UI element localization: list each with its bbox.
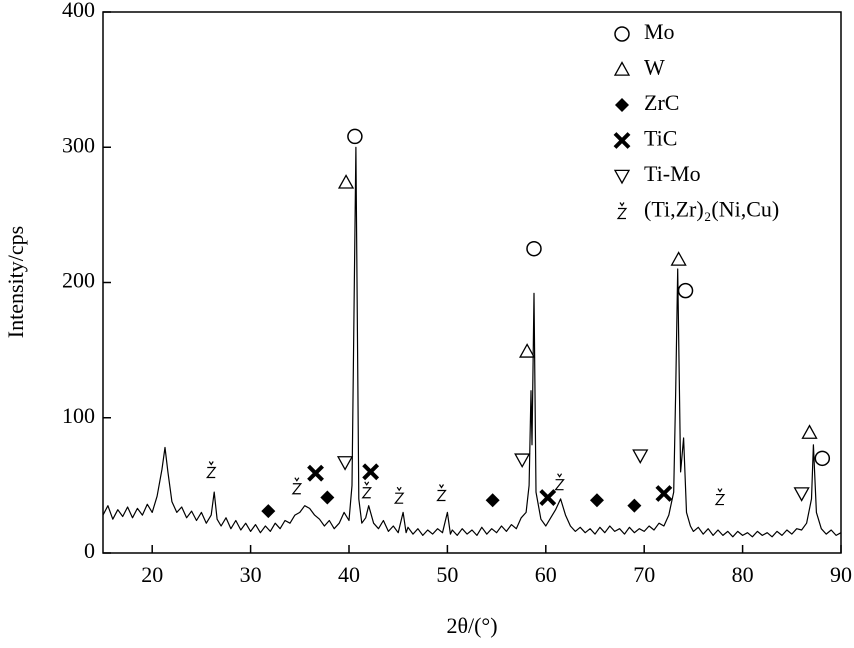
legend-label: TiC (644, 126, 677, 151)
phase-marker (362, 463, 380, 481)
phase-marker (677, 282, 694, 299)
phase-marker (320, 490, 335, 505)
legend-label: Ti-Mo (644, 161, 701, 186)
y-axis-label: Intensity/cps (3, 226, 28, 338)
y-tick-label: 400 (62, 0, 95, 22)
phase-marker (393, 486, 405, 504)
phase-marker (261, 504, 276, 519)
phase-marker (291, 477, 303, 495)
phase-marker (627, 498, 642, 513)
legend-symbol (613, 132, 631, 149)
phase-marker (801, 424, 818, 439)
legend-symbol (613, 61, 631, 76)
legend-symbol (615, 98, 629, 112)
diffraction-line (102, 146, 842, 538)
phase-marker (632, 449, 649, 464)
phase-marker (485, 493, 500, 508)
phase-marker (436, 484, 447, 502)
phase-marker (307, 464, 324, 482)
phase-marker (714, 488, 726, 506)
phase-marker (361, 481, 372, 499)
legend-label: Mo (644, 19, 675, 44)
phase-marker (589, 493, 604, 508)
y-tick-label: 0 (84, 538, 95, 563)
x-tick-label: 60 (535, 562, 557, 587)
x-axis-label: 2θ/(°) (446, 613, 497, 638)
x-tick-label: 90 (830, 562, 852, 587)
plot-frame (102, 11, 842, 554)
legend-symbol (616, 202, 628, 220)
phase-marker (205, 461, 217, 479)
phase-marker (526, 240, 542, 257)
legend-symbol (614, 26, 630, 42)
x-tick-label: 30 (240, 562, 262, 587)
y-tick-label: 100 (62, 403, 95, 428)
phase-marker (518, 343, 536, 358)
phase-marker (539, 489, 557, 506)
x-tick-label: 40 (338, 562, 360, 587)
phase-marker (336, 456, 354, 471)
phase-marker (670, 251, 687, 266)
y-tick-label: 300 (62, 132, 95, 157)
phase-marker (793, 487, 810, 502)
x-tick-label: 70 (633, 562, 655, 587)
phase-marker (655, 485, 673, 502)
phase-marker (347, 128, 363, 145)
legend-label: ZrC (644, 90, 679, 115)
phase-marker (337, 174, 355, 189)
legend-symbol (613, 169, 631, 185)
phase-marker (514, 453, 531, 469)
phase-marker (814, 450, 831, 467)
x-tick-label: 20 (141, 562, 163, 587)
legend-label: (Ti,Zr)₂(Ni,Cu) (644, 197, 779, 222)
x-tick-label: 50 (436, 562, 458, 587)
y-tick-label: 200 (62, 268, 95, 293)
legend-label: W (644, 55, 665, 80)
x-tick-label: 80 (732, 562, 754, 587)
phase-marker (554, 473, 565, 491)
